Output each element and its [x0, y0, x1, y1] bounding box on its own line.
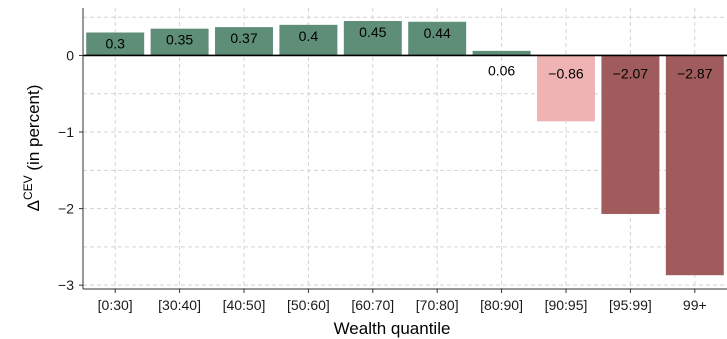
- x-tick-label: [95:99]: [609, 297, 652, 313]
- x-tick-label: [0:30]: [98, 297, 133, 313]
- y-tick-label: −2: [58, 201, 74, 217]
- data-label: 0.3: [105, 36, 125, 52]
- y-tick-label: −3: [58, 277, 74, 293]
- data-label: 0.4: [299, 28, 319, 44]
- y-tick-label: 0: [66, 47, 74, 63]
- bar: [472, 50, 531, 56]
- data-label: 0.45: [359, 24, 386, 40]
- bar: [343, 21, 402, 56]
- y-axis-title-base: Δ: [24, 200, 43, 211]
- axes: 0 −1 −2 −3 [0:30] [30:40] [40:50] [50:60] [60:70…: [58, 8, 727, 313]
- data-label: −0.86: [548, 65, 584, 81]
- x-tick-label: [40:50]: [223, 297, 266, 313]
- data-label: 0.44: [424, 25, 451, 41]
- x-tick-label: [50:60]: [287, 297, 330, 313]
- y-axis-title: ΔCEV (in percent): [21, 85, 43, 212]
- data-label: 0.37: [230, 30, 257, 46]
- x-tick-label: [60:70]: [351, 297, 394, 313]
- data-labels: 0.3 0.35 0.37 0.4 0.45 0.44 0.06 −0.86 −2.07 −2.8…: [105, 24, 712, 81]
- y-axis-title-rest: (in percent): [24, 85, 43, 176]
- bar: [279, 24, 338, 56]
- bar: [408, 21, 467, 56]
- y-axis-title-superscript: CEV: [21, 175, 35, 200]
- bar: [86, 32, 145, 56]
- x-tick-label: 99+: [683, 297, 707, 313]
- data-label: 0.06: [488, 62, 515, 78]
- x-tick-label: [30:40]: [158, 297, 201, 313]
- bar: [537, 55, 595, 122]
- x-tick-label: [70:80]: [416, 297, 459, 313]
- bar: [150, 28, 209, 56]
- bar: [215, 27, 273, 56]
- y-tick-label: −1: [58, 124, 74, 140]
- data-label: −2.87: [677, 65, 713, 81]
- bar: [665, 55, 724, 276]
- x-tick-label: [80:90]: [480, 297, 523, 313]
- data-label: −2.07: [613, 65, 649, 81]
- x-axis-title: Wealth quantile: [334, 319, 451, 338]
- x-tick-label: [90:95]: [545, 297, 588, 313]
- bars: [86, 21, 724, 276]
- data-label: 0.35: [166, 32, 193, 48]
- bar: [601, 55, 660, 214]
